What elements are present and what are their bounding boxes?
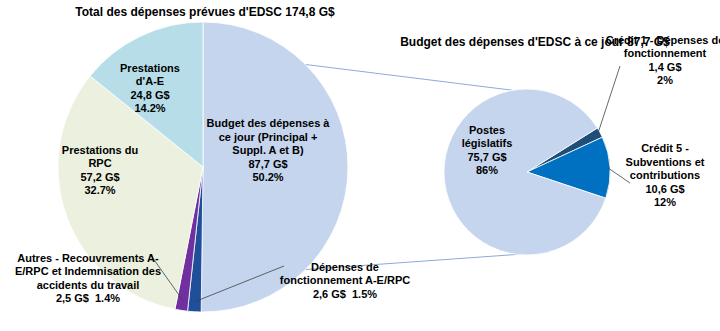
- label-line: contributions: [630, 169, 700, 181]
- percent-label: 50.2%: [252, 171, 283, 183]
- slice-label: Crédit 1 - Dépenses defonctionnement: [606, 34, 720, 60]
- percent-label: 14.2%: [134, 102, 165, 114]
- amount-label: 24,8 G$: [130, 89, 169, 101]
- slice-label: Dépenses defonctionnement A-E/RPC: [280, 261, 410, 287]
- label-line: Dépenses de: [311, 261, 379, 273]
- chart-canvas: Total des dépenses prévues d'EDSC 174,8 …: [0, 0, 720, 331]
- amount-label: 75,7 G$: [467, 151, 506, 163]
- slice-label: Posteslégislatifs: [462, 124, 513, 150]
- label-line: Budget des dépenses à: [207, 117, 331, 129]
- slice-label: Budget des dépenses à ce jour (Principal …: [207, 117, 331, 156]
- label-line: Autres - Recouvrements A-: [17, 252, 159, 264]
- pie-slice: [444, 89, 606, 255]
- amount-label: 2,6 G$: [313, 288, 346, 300]
- value-line: 2,6 G$ 1.5%: [313, 288, 377, 300]
- label-line: E/RPC et Indemnisation des: [15, 265, 161, 277]
- percent-label: 12%: [654, 196, 676, 208]
- amount-label: 2,5 G$: [56, 292, 89, 304]
- amount-label: 87,7 G$: [248, 158, 287, 170]
- label-line: législatifs: [462, 137, 513, 149]
- slice-label: Prestationsd'A-E: [120, 62, 180, 88]
- slice-label: Autres - Recouvrements A-E/RPC et Indemn…: [15, 252, 161, 291]
- label-line: Subventions et: [626, 156, 705, 168]
- label-line: Suppl. A et B): [232, 144, 304, 156]
- label-line: Prestations: [120, 62, 180, 74]
- percent-label: 86%: [476, 164, 498, 176]
- label-line: d'A-E: [136, 75, 164, 87]
- label-line: fonctionnement A-E/RPC: [280, 274, 410, 286]
- label-line: ce jour (Principal +: [219, 131, 318, 143]
- percent-label: 1.4%: [95, 292, 120, 304]
- label-line: RPC: [88, 157, 111, 169]
- label-line: fonctionnement: [624, 47, 707, 59]
- leader-line: [607, 168, 630, 183]
- label-line: Prestations du: [62, 144, 138, 156]
- label-line: Postes: [469, 124, 505, 136]
- slice-label: Crédit 5 - Subventions etcontributions: [626, 142, 705, 181]
- chart-title: Total des dépenses prévues d'EDSC 174,8 …: [75, 5, 335, 19]
- connector-line: [306, 64, 513, 90]
- amount-label: 57,2 G$: [80, 171, 119, 183]
- label-line: Crédit 5 -: [641, 142, 689, 154]
- percent-label: 1.5%: [352, 288, 377, 300]
- amount-label: 1,4 G$: [648, 61, 681, 73]
- amount-label: 10,6 G$: [645, 183, 684, 195]
- leader-line: [598, 66, 620, 134]
- label-line: Crédit 1 - Dépenses de: [606, 34, 720, 46]
- leader-line: [195, 266, 284, 302]
- pie-1: [444, 89, 610, 255]
- value-line: 2,5 G$ 1.4%: [56, 292, 120, 304]
- label-line: accidents du travail: [37, 279, 140, 291]
- percent-label: 32.7%: [84, 184, 115, 196]
- slice-label: Prestations duRPC: [62, 144, 138, 170]
- percent-label: 2%: [657, 74, 673, 86]
